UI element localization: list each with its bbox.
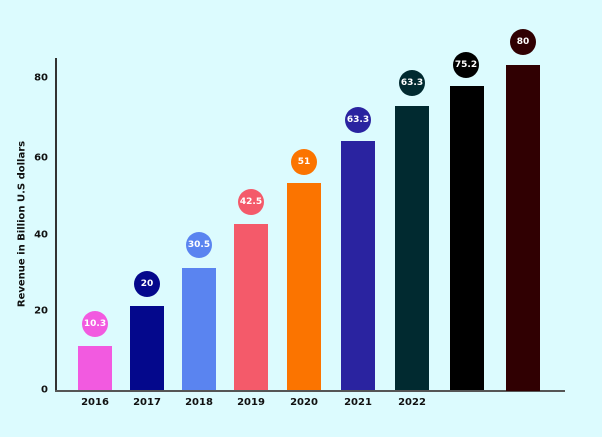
- y-axis-line: [55, 58, 57, 391]
- y-axis-label: Revenue in Billion U.S dollars: [16, 140, 28, 308]
- value-bubble: 63.3: [345, 107, 371, 133]
- bar-2021: [341, 141, 375, 390]
- x-tick: 2017: [133, 397, 161, 408]
- bar-2019: [234, 224, 268, 390]
- y-tick-80: 80: [34, 72, 48, 84]
- bar-2016: [78, 346, 112, 390]
- bar-2017: [130, 306, 164, 390]
- value-bubble: 75.2: [453, 52, 479, 78]
- value-bubble: 30.5: [186, 232, 212, 258]
- x-axis-line: [55, 390, 565, 392]
- x-tick: 2016: [81, 397, 109, 408]
- x-tick: 2018: [185, 397, 213, 408]
- y-tick-40: 40: [34, 229, 48, 241]
- value-bubble: 10.3: [82, 311, 108, 337]
- bar-unlabeled-2: [506, 65, 540, 391]
- bar-2018: [182, 268, 216, 390]
- bar-2022: [395, 106, 429, 390]
- y-tick-0: 0: [41, 384, 48, 396]
- value-bubble: 80: [510, 29, 536, 55]
- value-bubble: 42.5: [238, 189, 264, 215]
- x-tick: 2019: [237, 397, 265, 408]
- bar-2020: [287, 183, 321, 390]
- value-bubble: 63.3: [399, 70, 425, 96]
- bar-unlabeled-1: [450, 86, 484, 390]
- value-bubble: 20: [134, 271, 160, 297]
- value-bubble: 51: [291, 149, 317, 175]
- x-tick: 2021: [344, 397, 372, 408]
- y-tick-20: 20: [34, 305, 48, 317]
- x-tick: 2020: [290, 397, 318, 408]
- x-tick: 2022: [398, 397, 426, 408]
- y-tick-60: 60: [34, 152, 48, 164]
